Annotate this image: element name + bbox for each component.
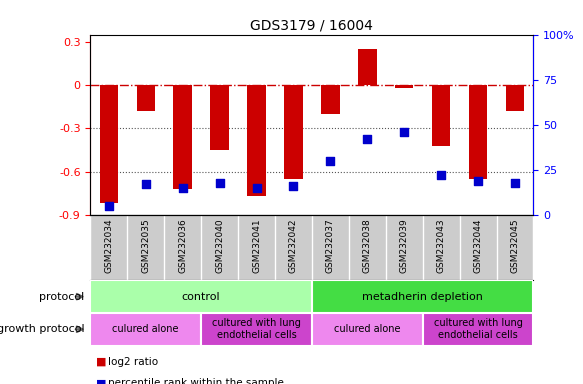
Text: GSM232039: GSM232039 <box>400 218 409 273</box>
Text: percentile rank within the sample: percentile rank within the sample <box>108 378 284 384</box>
Text: GSM232042: GSM232042 <box>289 218 298 273</box>
Text: GSM232043: GSM232043 <box>437 218 445 273</box>
Text: GSM232038: GSM232038 <box>363 218 372 273</box>
Bar <box>312 280 533 313</box>
Point <box>289 183 298 189</box>
Text: GSM232040: GSM232040 <box>215 218 224 273</box>
Title: GDS3179 / 16004: GDS3179 / 16004 <box>251 18 373 32</box>
Point <box>215 179 224 185</box>
Bar <box>90 313 201 346</box>
Text: culured alone: culured alone <box>334 324 401 334</box>
Text: culured alone: culured alone <box>113 324 179 334</box>
Point <box>510 179 519 185</box>
Bar <box>469 85 487 179</box>
Point <box>363 136 372 142</box>
Bar <box>100 85 118 204</box>
Bar <box>395 85 413 88</box>
Text: GSM232044: GSM232044 <box>473 218 483 273</box>
Text: control: control <box>182 291 220 302</box>
Text: ■: ■ <box>96 378 107 384</box>
Text: GSM232041: GSM232041 <box>252 218 261 273</box>
Bar <box>284 85 303 179</box>
Text: log2 ratio: log2 ratio <box>108 357 158 367</box>
Point <box>252 185 261 191</box>
Text: GSM232035: GSM232035 <box>141 218 150 273</box>
Text: growth protocol: growth protocol <box>0 324 85 334</box>
Bar <box>321 85 339 114</box>
Text: cultured with lung
endothelial cells: cultured with lung endothelial cells <box>212 318 301 340</box>
Text: GSM232037: GSM232037 <box>326 218 335 273</box>
Text: GSM232036: GSM232036 <box>178 218 187 273</box>
Point <box>437 172 446 179</box>
Point <box>399 129 409 135</box>
Bar <box>210 85 229 150</box>
Bar <box>174 85 192 189</box>
Bar <box>505 85 524 111</box>
Text: ■: ■ <box>96 357 107 367</box>
Bar <box>201 313 312 346</box>
Bar <box>432 85 450 146</box>
Bar <box>358 49 377 85</box>
Bar <box>247 85 266 196</box>
Bar <box>312 313 423 346</box>
Text: metadherin depletion: metadherin depletion <box>362 291 483 302</box>
Point <box>141 181 150 187</box>
Point <box>178 185 187 191</box>
Point <box>326 158 335 164</box>
Bar <box>90 280 312 313</box>
Text: protocol: protocol <box>39 291 85 302</box>
Point <box>104 203 114 209</box>
Text: GSM232034: GSM232034 <box>104 218 113 273</box>
Text: GSM232045: GSM232045 <box>511 218 519 273</box>
Bar <box>423 313 533 346</box>
Text: cultured with lung
endothelial cells: cultured with lung endothelial cells <box>434 318 522 340</box>
Point <box>473 178 483 184</box>
Bar <box>136 85 155 111</box>
